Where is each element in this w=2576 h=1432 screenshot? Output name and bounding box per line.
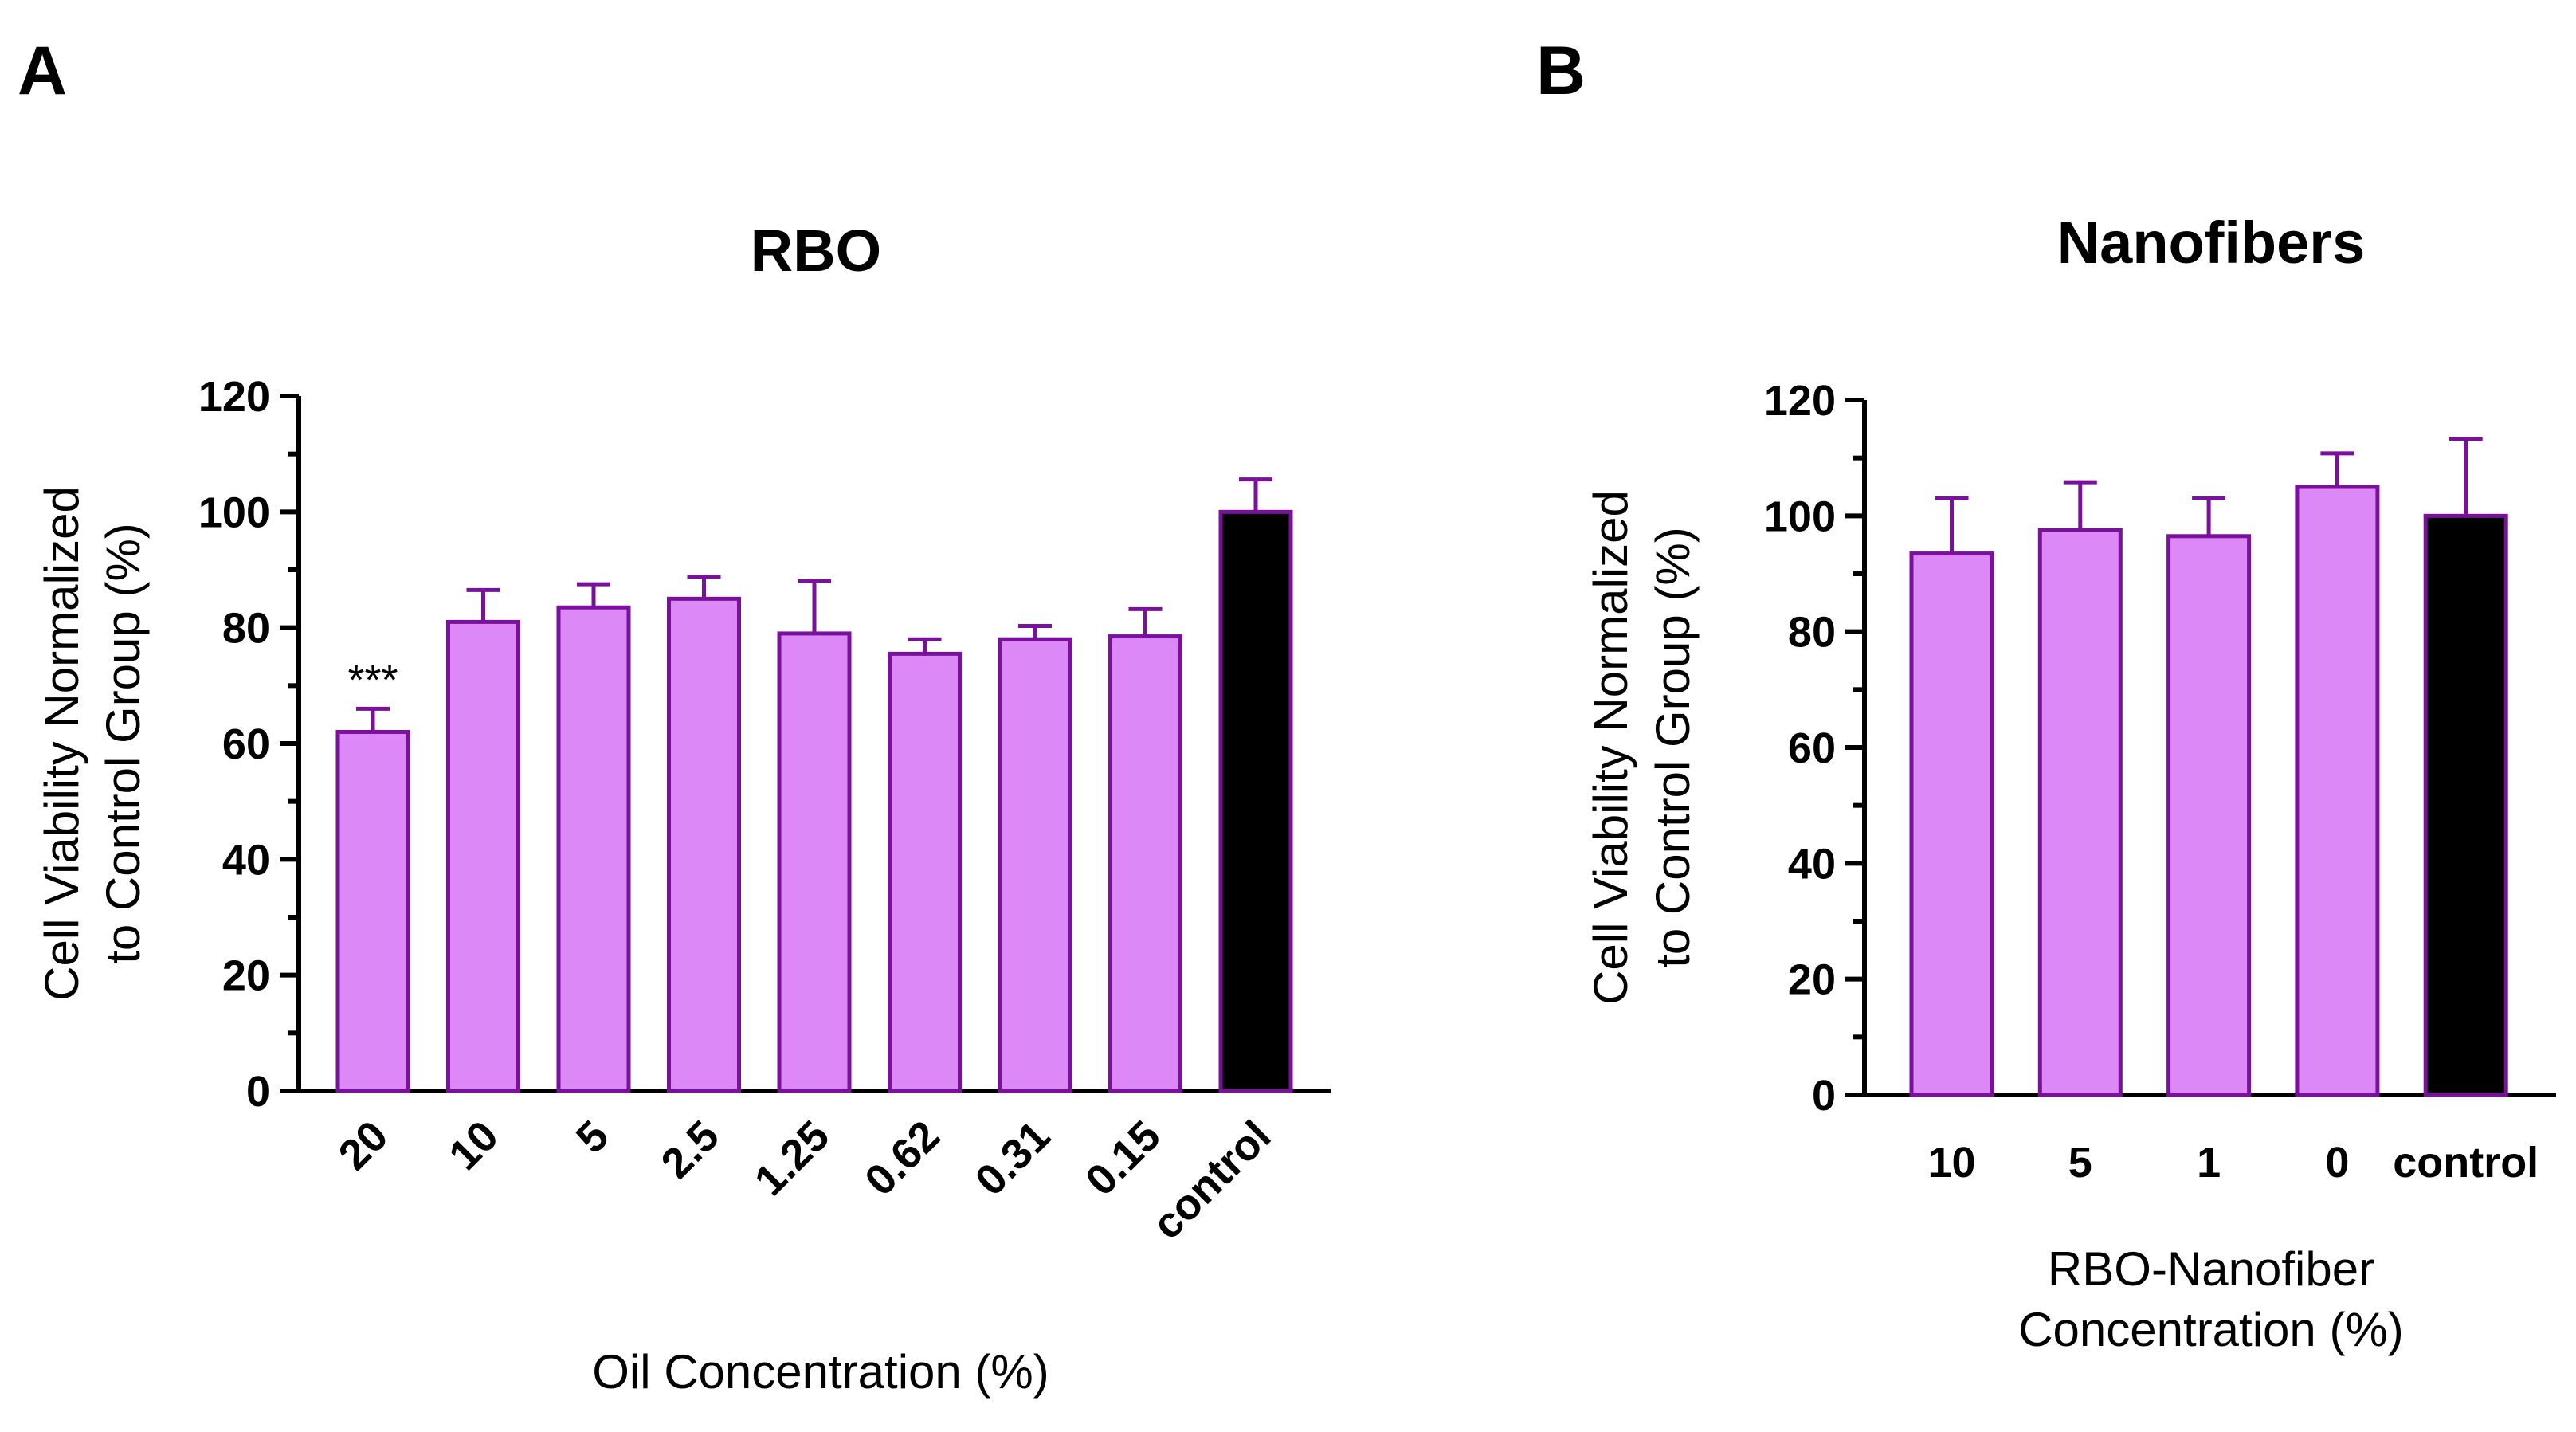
x-tick-label: 0.31	[966, 1112, 1060, 1205]
x-axis-title-line: Concentration (%)	[2018, 1303, 2404, 1356]
y-tick-label: 40	[222, 836, 270, 884]
y-axis-title-line: to Control Group (%)	[1646, 527, 1700, 968]
bar-10	[1909, 551, 1994, 1097]
x-axis-title-line: RBO-Nanofiber	[2048, 1242, 2374, 1296]
bar-0.31	[998, 637, 1072, 1093]
y-axis-title-line: Cell Viability Normalized	[35, 486, 88, 1001]
x-tick-label: 0.62	[856, 1112, 949, 1205]
panel-label-a: A	[18, 33, 67, 109]
x-tick-label: 10	[440, 1112, 508, 1179]
x-tick-label: 0	[2325, 1139, 2349, 1187]
x-tick-label: control	[1143, 1112, 1280, 1249]
x-tick-label: 5	[2068, 1139, 2092, 1187]
bar-0.62	[888, 651, 962, 1093]
bar-0.15	[1108, 634, 1182, 1093]
bar-0	[2295, 485, 2380, 1097]
bar-1.25	[777, 631, 852, 1093]
x-tick-label: 1	[2197, 1139, 2221, 1187]
y-axis-title-line: to Control Group (%)	[96, 523, 150, 964]
y-tick-label: 60	[1788, 724, 1836, 772]
y-tick-label: 100	[198, 488, 270, 536]
y-tick-label: 80	[222, 605, 270, 653]
x-tick-label: 5	[567, 1112, 618, 1163]
x-tick-label: 0.15	[1076, 1112, 1170, 1205]
y-tick-label: 0	[246, 1068, 270, 1116]
y-tick-label: 0	[1812, 1072, 1836, 1120]
x-tick-label: 1.25	[746, 1112, 839, 1205]
y-tick-label: 20	[222, 952, 270, 1000]
y-tick-label: 120	[1764, 377, 1836, 425]
chart-rbo: RBO 0 20 40 60 80 100 120 20 10 5 2.5 1.25 0.62 0.31 0.…	[35, 218, 1331, 1399]
y-tick-label: 120	[198, 373, 270, 421]
y-tick-label: 60	[222, 720, 270, 768]
x-tick-label: 10	[1927, 1139, 1975, 1187]
y-tick-label: 40	[1788, 840, 1836, 888]
x-tick-label: 20	[330, 1112, 398, 1179]
bar-control	[1218, 509, 1293, 1093]
bar-2.5	[667, 596, 741, 1093]
chart-title: RBO	[751, 218, 881, 284]
y-axis-title-line: Cell Viability Normalized	[1584, 490, 1637, 1005]
y-tick-label: 80	[1788, 609, 1836, 657]
x-tick-label: control	[2393, 1139, 2539, 1187]
y-tick-label: 20	[1788, 956, 1836, 1004]
significance-annotation: ***	[347, 656, 398, 704]
x-axis-title-line: Oil Concentration (%)	[592, 1345, 1049, 1399]
y-tick-label: 100	[1764, 492, 1836, 540]
panel-label-b: B	[1536, 33, 1586, 109]
bar-10	[446, 619, 520, 1093]
bar-5	[2037, 528, 2123, 1097]
x-tick-label: 2.5	[652, 1112, 728, 1188]
bar-5	[556, 605, 631, 1093]
chart-title: Nanofibers	[2057, 210, 2366, 276]
bar-1	[2166, 534, 2252, 1097]
bar-control	[2423, 513, 2508, 1097]
bar-20	[335, 729, 410, 1093]
